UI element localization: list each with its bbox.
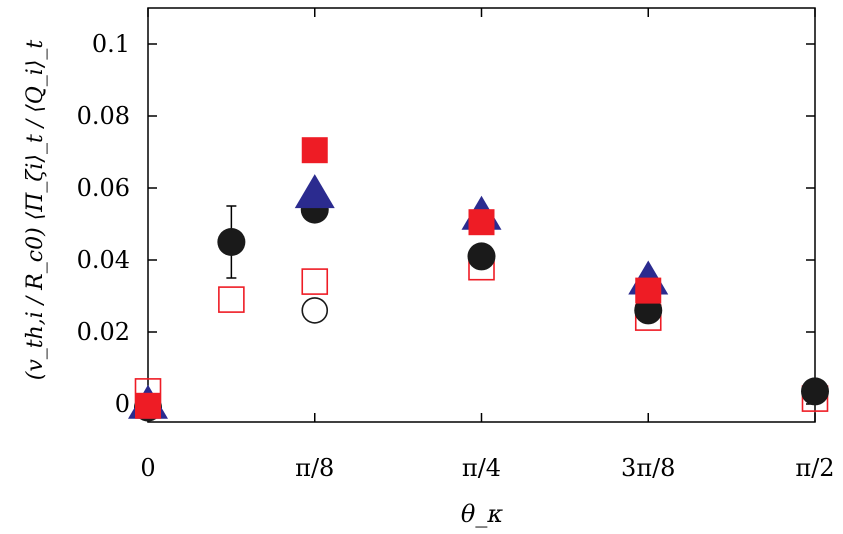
point-filled-square — [635, 277, 662, 304]
x-tick-label: 3π/8 — [621, 454, 675, 482]
point-open-square — [218, 286, 245, 313]
point-filled-square — [301, 137, 328, 164]
y-tick-label: 0.1 — [92, 30, 130, 58]
point-filled-circle — [217, 228, 246, 256]
x-axis-label: θ_κ — [461, 500, 503, 528]
y-tick-label: 0.06 — [77, 174, 130, 202]
point-filled-triangle — [294, 174, 335, 209]
point-filled-circle — [467, 242, 496, 271]
y-tick-label: 0 — [115, 390, 130, 418]
point-open-circle — [301, 297, 329, 324]
x-tick-label: π/2 — [795, 454, 834, 482]
y-tick-label: 0.04 — [77, 246, 130, 274]
data-marks — [128, 137, 829, 422]
x-tick-label: π/8 — [295, 454, 334, 482]
x-tick-label: π/4 — [462, 454, 501, 482]
point-filled-square — [468, 209, 495, 236]
point-filled-square — [135, 392, 161, 419]
x-tick-label: 0 — [140, 454, 155, 482]
y-tick-label: 0.08 — [77, 102, 130, 130]
ticks: 0 π/8 π/4 3π/8 π/2 0 0.02 0.04 0.06 0.08 0.1 — [77, 8, 835, 482]
y-axis-label: (v_th,i / R_c0) ⟨Π_ζi⟩_t / ⟨Q_i⟩_t — [23, 40, 48, 381]
point-filled-circle — [801, 377, 829, 406]
point-open-square — [301, 268, 329, 295]
y-tick-label: 0.02 — [77, 318, 130, 346]
